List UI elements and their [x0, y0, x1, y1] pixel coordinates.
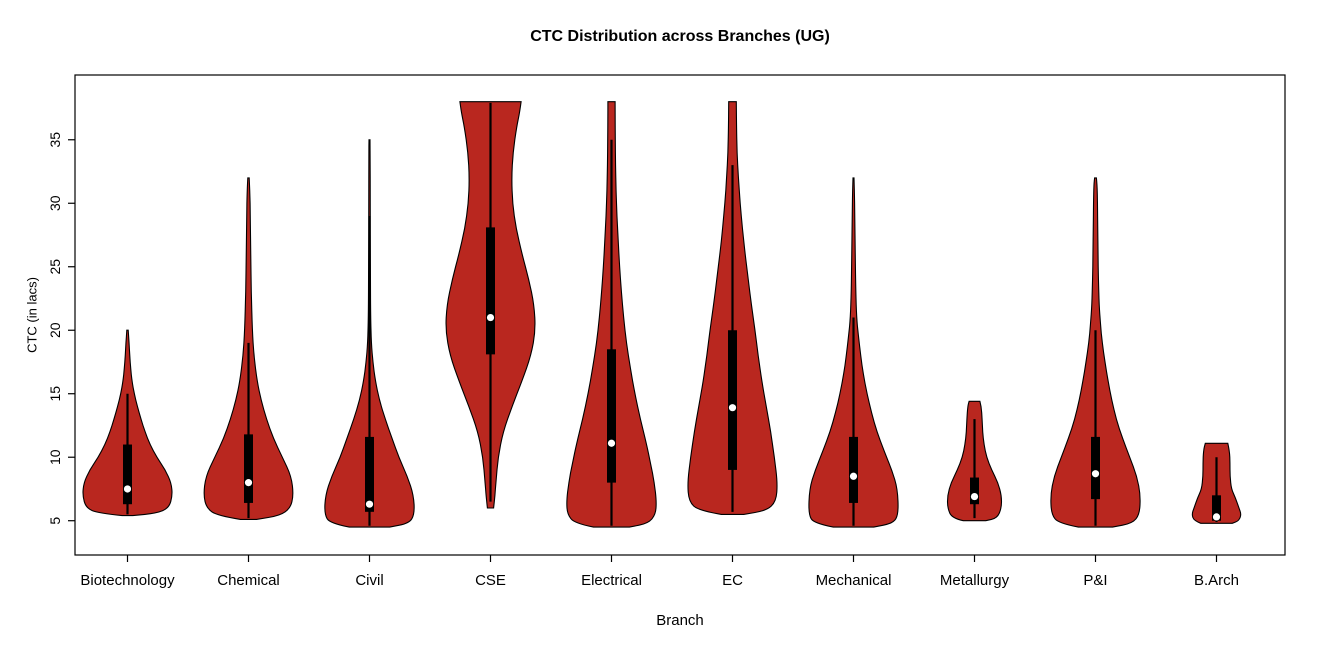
iqr-box-Civil [365, 436, 374, 512]
x-tick-label-P&I: P&I [1083, 572, 1107, 589]
plot-border [74, 74, 1286, 556]
median-dot-Biotechnology [123, 485, 132, 493]
iqr-box-EC [728, 330, 737, 470]
y-tick-label: 20 [47, 322, 63, 338]
median-dot-Electrical [607, 439, 616, 447]
x-tick-label-EC: EC [722, 572, 743, 589]
y-tick-label: 35 [47, 132, 63, 148]
y-tick-label: 5 [47, 517, 63, 525]
iqr-box-Biotechnology [123, 444, 132, 505]
median-dot-Metallurgy [970, 492, 979, 501]
x-tick-label-Civil: Civil [355, 572, 383, 589]
median-dot-Mechanical [849, 472, 858, 480]
x-tick-label-CSE: CSE [475, 572, 506, 589]
x-tick-label-Chemical: Chemical [217, 572, 280, 589]
y-tick-label: 15 [47, 386, 63, 402]
x-axis-label: Branch [656, 612, 704, 629]
x-tick-label-Mechanical: Mechanical [816, 572, 892, 589]
median-dot-P&I [1091, 470, 1100, 478]
iqr-box-P&I [1091, 436, 1100, 500]
iqr-box-Chemical [244, 434, 253, 503]
x-tick-label-Metallurgy: Metallurgy [940, 572, 1010, 589]
y-tick-label: 25 [47, 259, 63, 275]
y-tick-label: 30 [47, 195, 63, 211]
median-dot-Chemical [244, 479, 253, 487]
x-tick-label-Electrical: Electrical [581, 572, 642, 589]
median-dot-EC [728, 404, 737, 412]
iqr-box-Metallurgy [970, 477, 979, 505]
chart-title: CTC Distribution across Branches (UG) [530, 28, 830, 45]
x-tick-label-B.Arch: B.Arch [1194, 572, 1239, 589]
y-tick-label: 10 [47, 449, 63, 465]
median-dot-CSE [486, 313, 495, 322]
x-tick-label-Biotechnology: Biotechnology [80, 572, 175, 589]
iqr-box-Mechanical [849, 436, 858, 503]
median-dot-B.Arch [1212, 513, 1221, 521]
iqr-box-CSE [486, 227, 495, 355]
iqr-box-B.Arch [1212, 495, 1221, 521]
median-dot-Civil [365, 500, 374, 508]
iqr-box-Electrical [607, 349, 616, 483]
